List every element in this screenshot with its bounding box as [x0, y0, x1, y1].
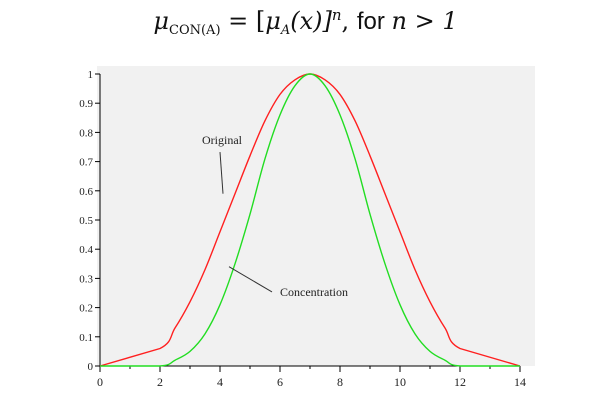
x-tick-label: 6	[277, 375, 283, 389]
axes: 00.10.20.30.40.50.60.70.80.910 2 4 6 8 10 12 14	[79, 69, 526, 389]
annotation-label: Original	[202, 133, 243, 147]
y-tick-label: 0.7	[79, 157, 93, 169]
annotations: Original Concentration	[202, 133, 348, 299]
y-tick-label: 1	[88, 69, 94, 81]
x-tick-label: 4	[217, 375, 223, 389]
title-sub2: A	[280, 23, 291, 38]
y-tick-label: 0.3	[79, 273, 93, 285]
title-comma: ,	[341, 7, 357, 35]
title-exp: n	[331, 6, 342, 24]
annotation-leader	[219, 152, 224, 194]
y-tick-label: 0.1	[79, 332, 93, 344]
series-layer	[99, 73, 521, 367]
y-tick-label: 0.8	[79, 127, 93, 139]
y-tick-label: 0	[88, 361, 94, 373]
chart-title: μCON(A) = [μA(x)]n, for n > 1	[0, 6, 611, 38]
y-tick-label: 0.6	[79, 186, 93, 198]
title-mu2: μ	[265, 7, 281, 35]
y-tick-label: 0.4	[79, 244, 93, 256]
y-tick-label: 0.5	[79, 215, 93, 227]
x-tick-label: 14	[514, 375, 526, 389]
title-for: for	[356, 8, 392, 35]
x-tick-label: 8	[337, 375, 343, 389]
x-tick-label: 12	[454, 375, 466, 389]
annotation-leader	[228, 266, 273, 293]
title-sub: CON(A)	[169, 23, 221, 38]
annotation-label: Concentration	[280, 285, 348, 299]
y-tick-label: 0.9	[79, 98, 93, 110]
title-cond: n > 1	[391, 7, 458, 35]
series-line-concentration	[100, 73, 520, 367]
title-eq: = [	[220, 7, 266, 35]
plot-background	[97, 66, 535, 366]
x-tick-label: 2	[157, 375, 163, 389]
x-tick-label: 0	[97, 375, 103, 389]
x-tick-label: 10	[394, 375, 406, 389]
title-mu: μ	[153, 7, 169, 35]
y-tick-label: 0.2	[79, 303, 93, 315]
title-mid: (x)]	[290, 7, 332, 35]
